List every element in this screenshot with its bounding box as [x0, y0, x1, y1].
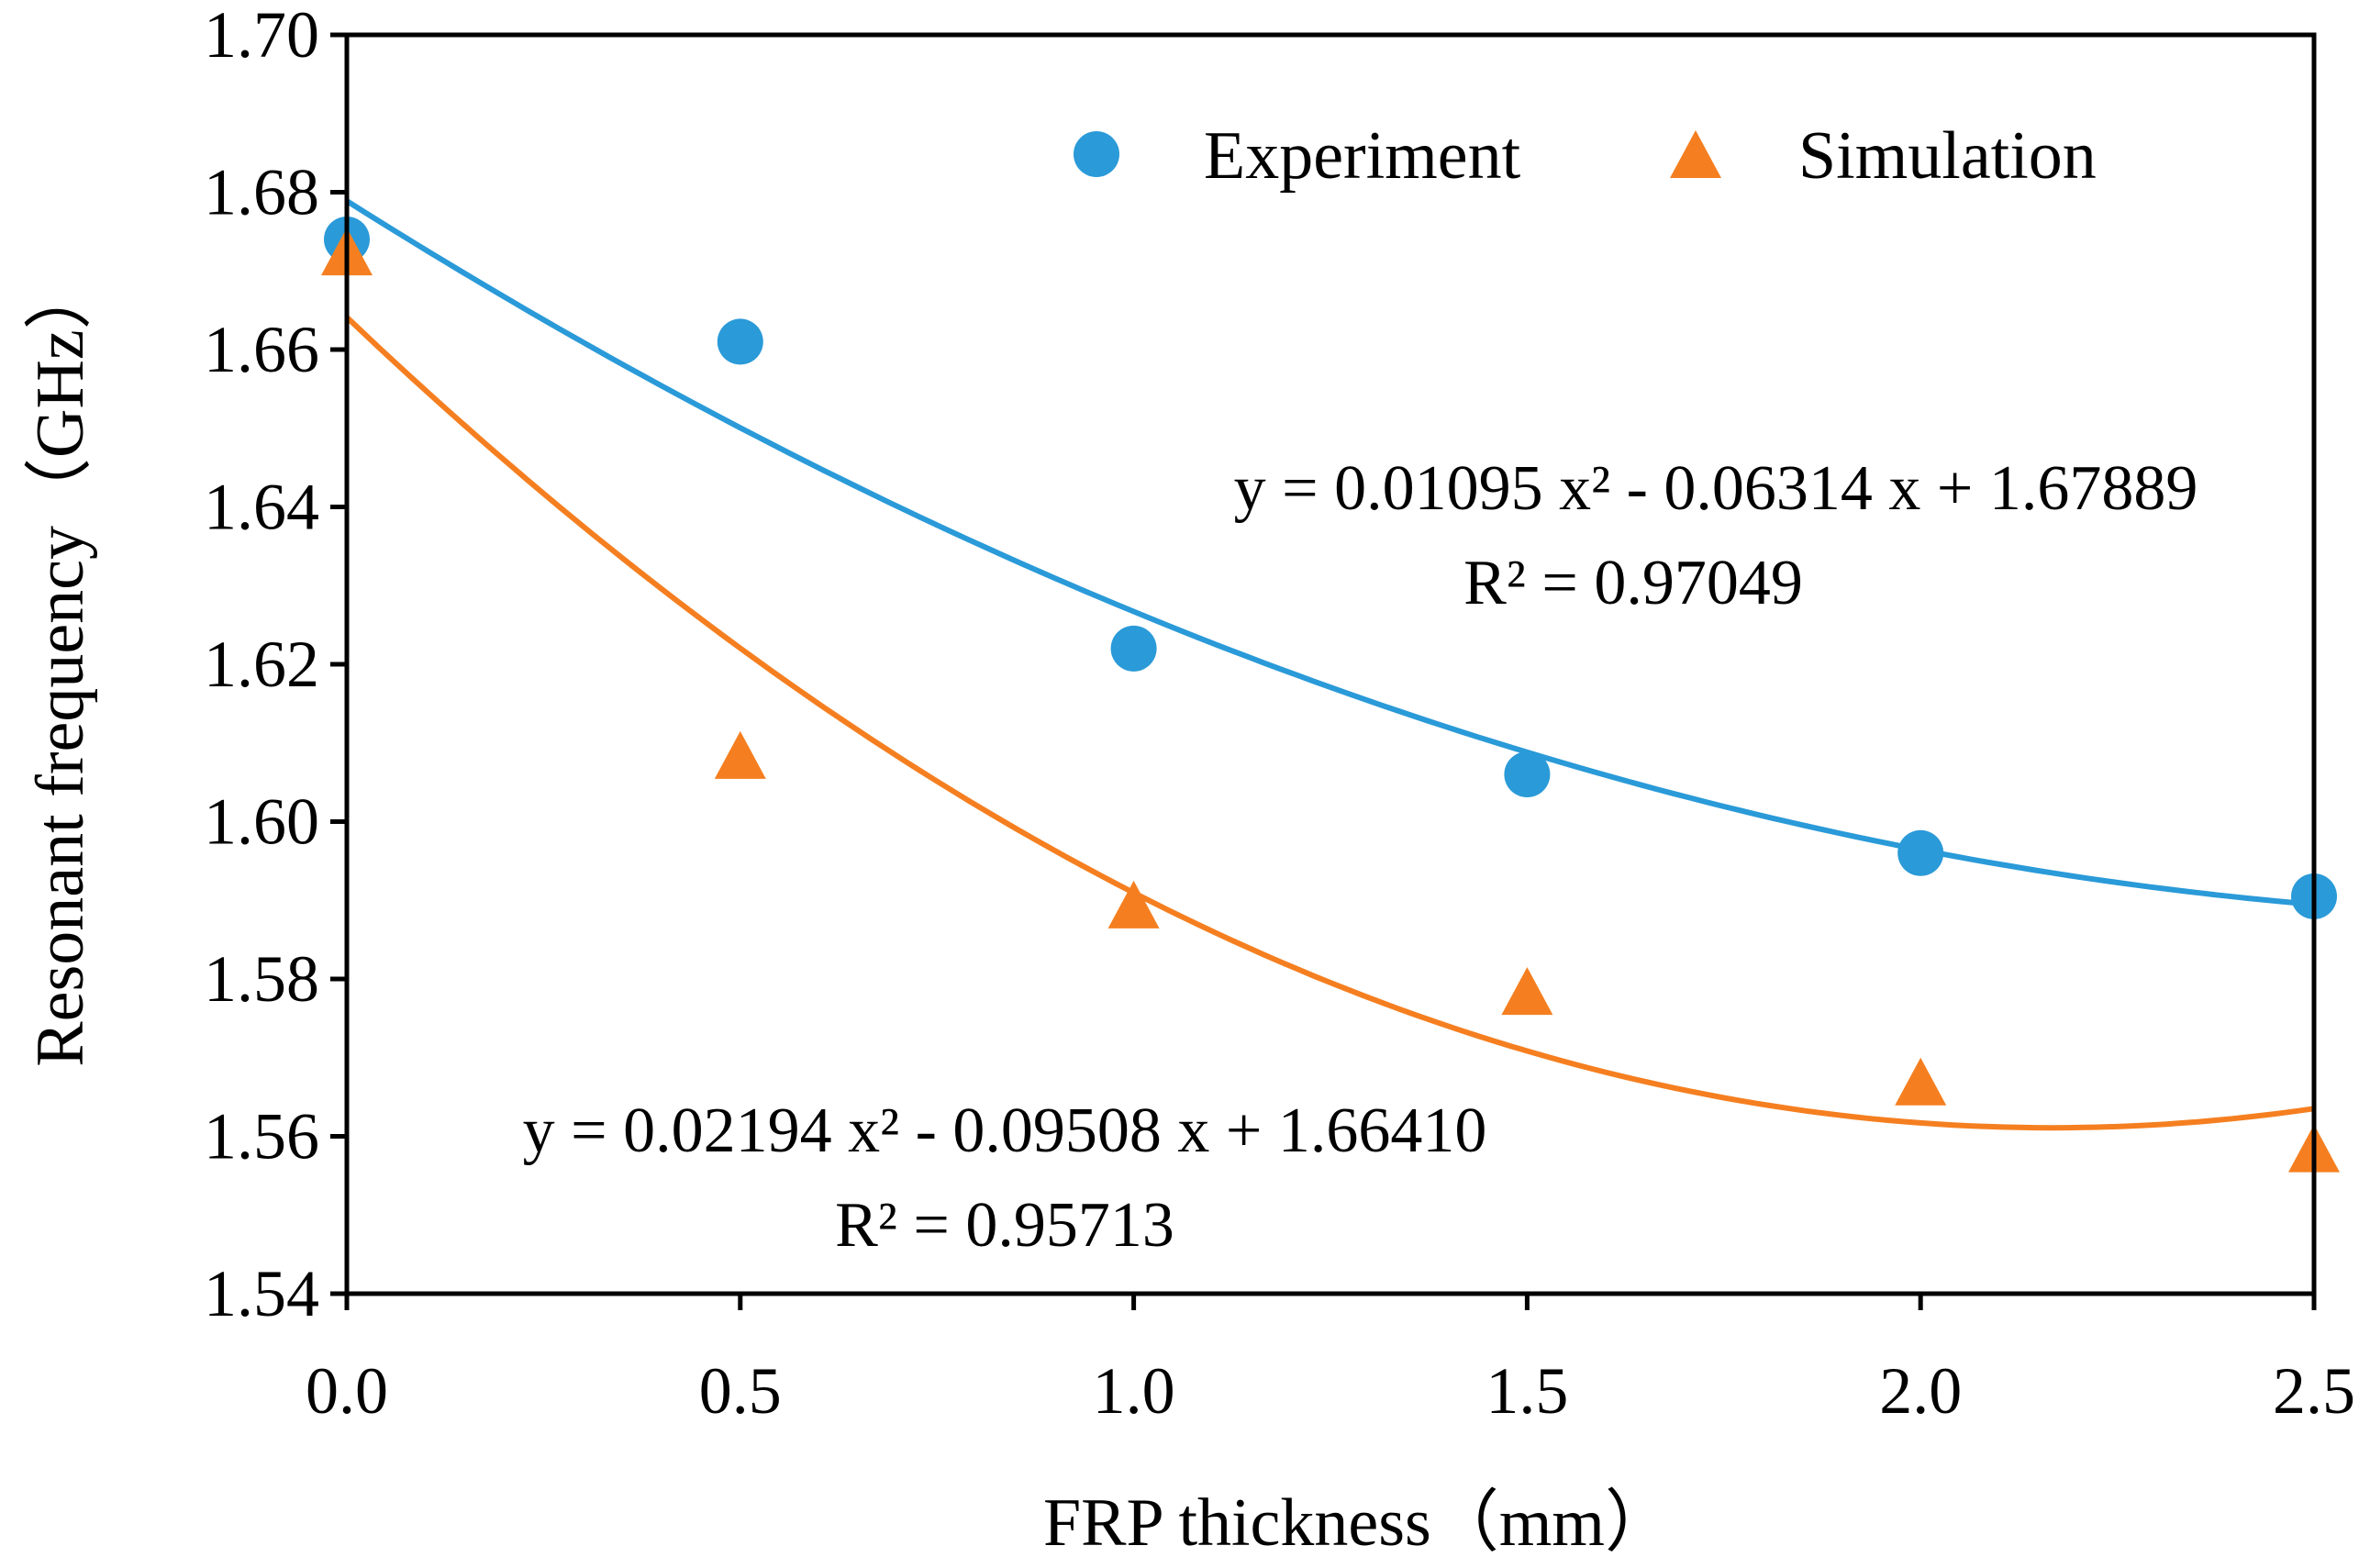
trendline-equation-experiment: y = 0.01095 x² - 0.06314 x + 1.67889 [1234, 453, 2198, 524]
legend: Experiment Simulation [1074, 118, 2097, 194]
data-point-simulation [714, 730, 766, 779]
data-point-experiment [717, 318, 763, 365]
trendline-annotation-simulation: y = 0.02194 x² - 0.09508 x + 1.66410 R² … [523, 1095, 1487, 1261]
y-tick-label: 1.66 [204, 313, 319, 386]
y-tick-label: 1.68 [204, 156, 319, 229]
y-axis-title: Resonant frequency（GHz） [23, 261, 98, 1066]
trendline-simulation [344, 315, 2315, 1131]
data-point-simulation [1107, 880, 1160, 929]
trendline-annotation-experiment: y = 0.01095 x² - 0.06314 x + 1.67889 R² … [1234, 453, 2198, 618]
y-tick-label: 1.58 [204, 942, 319, 1016]
data-point-simulation [1895, 1057, 1947, 1106]
y-tick-label: 1.54 [204, 1257, 319, 1330]
data-point-simulation [1501, 967, 1553, 1016]
x-tick-label: 2.0 [1879, 1354, 1962, 1428]
x-tick-label: 1.5 [1485, 1354, 1568, 1428]
legend-label-experiment: Experiment [1204, 118, 1521, 194]
legend-marker-simulation [1670, 130, 1721, 178]
trendline-equation-simulation: y = 0.02194 x² - 0.09508 x + 1.66410 [523, 1095, 1487, 1166]
data-points [321, 216, 2340, 1173]
x-axis-title: FRP thickness（mm） [1043, 1485, 1673, 1561]
trendline-r2-experiment: R² = 0.97049 [1463, 548, 1803, 618]
y-tick-label: 1.56 [204, 1100, 319, 1173]
axis-ticks: 1.54 1.56 1.58 1.60 1.62 1.64 1.66 1.68 1.70 0.0 0… [204, 0, 2355, 1428]
trendline-r2-simulation: R² = 0.95713 [835, 1190, 1174, 1261]
legend-label-simulation: Simulation [1798, 118, 2097, 194]
x-tick-label: 0.5 [699, 1354, 782, 1428]
data-point-experiment [1110, 625, 1157, 672]
data-point-experiment [1504, 751, 1551, 798]
y-tick-label: 1.62 [204, 628, 319, 701]
x-tick-label: 1.0 [1093, 1354, 1175, 1428]
y-tick-label: 1.70 [204, 0, 319, 72]
x-tick-label: 2.5 [2273, 1354, 2355, 1428]
y-tick-label: 1.60 [204, 785, 319, 859]
trendline-experiment [345, 198, 2315, 907]
y-tick-label: 1.64 [204, 471, 319, 544]
legend-marker-experiment [1074, 131, 1119, 177]
data-point-experiment [1897, 829, 1944, 876]
trendlines [344, 198, 2315, 1131]
x-tick-label: 0.0 [306, 1354, 388, 1428]
